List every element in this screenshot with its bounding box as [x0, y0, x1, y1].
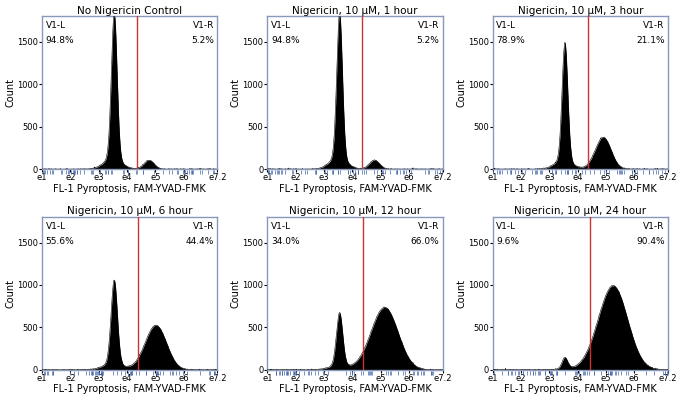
X-axis label: FL-1 Pyroptosis, FAM-YVAD-FMK: FL-1 Pyroptosis, FAM-YVAD-FMK	[279, 184, 432, 194]
Title: No Nigericin Control: No Nigericin Control	[77, 6, 182, 16]
Text: V1-R: V1-R	[643, 21, 665, 30]
Title: Nigericin, 10 μM, 6 hour: Nigericin, 10 μM, 6 hour	[67, 206, 193, 216]
Text: V1-R: V1-R	[643, 222, 665, 231]
Text: V1-L: V1-L	[271, 21, 291, 30]
Text: 21.1%: 21.1%	[636, 36, 665, 45]
Text: 90.4%: 90.4%	[636, 237, 665, 246]
Title: Nigericin, 10 μM, 1 hour: Nigericin, 10 μM, 1 hour	[292, 6, 418, 16]
Y-axis label: Count: Count	[231, 78, 241, 107]
Text: 78.9%: 78.9%	[497, 36, 525, 45]
Y-axis label: Count: Count	[5, 78, 16, 107]
Text: V1-R: V1-R	[193, 21, 214, 30]
Title: Nigericin, 10 μM, 12 hour: Nigericin, 10 μM, 12 hour	[289, 206, 421, 216]
Text: 9.6%: 9.6%	[497, 237, 519, 246]
X-axis label: FL-1 Pyroptosis, FAM-YVAD-FMK: FL-1 Pyroptosis, FAM-YVAD-FMK	[504, 184, 657, 194]
X-axis label: FL-1 Pyroptosis, FAM-YVAD-FMK: FL-1 Pyroptosis, FAM-YVAD-FMK	[53, 384, 206, 394]
Text: V1-L: V1-L	[497, 222, 516, 231]
Text: 5.2%: 5.2%	[191, 36, 214, 45]
X-axis label: FL-1 Pyroptosis, FAM-YVAD-FMK: FL-1 Pyroptosis, FAM-YVAD-FMK	[504, 384, 657, 394]
Text: V1-L: V1-L	[497, 21, 516, 30]
Text: V1-L: V1-L	[46, 21, 66, 30]
Text: 34.0%: 34.0%	[271, 237, 300, 246]
X-axis label: FL-1 Pyroptosis, FAM-YVAD-FMK: FL-1 Pyroptosis, FAM-YVAD-FMK	[53, 184, 206, 194]
Title: Nigericin, 10 μM, 3 hour: Nigericin, 10 μM, 3 hour	[518, 6, 643, 16]
Y-axis label: Count: Count	[5, 279, 16, 308]
Text: V1-L: V1-L	[46, 222, 66, 231]
Text: V1-R: V1-R	[418, 21, 439, 30]
Text: V1-R: V1-R	[193, 222, 214, 231]
X-axis label: FL-1 Pyroptosis, FAM-YVAD-FMK: FL-1 Pyroptosis, FAM-YVAD-FMK	[279, 384, 432, 394]
Text: 44.4%: 44.4%	[186, 237, 214, 246]
Text: V1-R: V1-R	[418, 222, 439, 231]
Text: 66.0%: 66.0%	[410, 237, 439, 246]
Text: 55.6%: 55.6%	[46, 237, 74, 246]
Title: Nigericin, 10 μM, 24 hour: Nigericin, 10 μM, 24 hour	[514, 206, 647, 216]
Text: 94.8%: 94.8%	[46, 36, 74, 45]
Y-axis label: Count: Count	[456, 78, 466, 107]
Text: V1-L: V1-L	[271, 222, 291, 231]
Text: 94.8%: 94.8%	[271, 36, 300, 45]
Y-axis label: Count: Count	[456, 279, 466, 308]
Text: 5.2%: 5.2%	[417, 36, 439, 45]
Y-axis label: Count: Count	[231, 279, 241, 308]
